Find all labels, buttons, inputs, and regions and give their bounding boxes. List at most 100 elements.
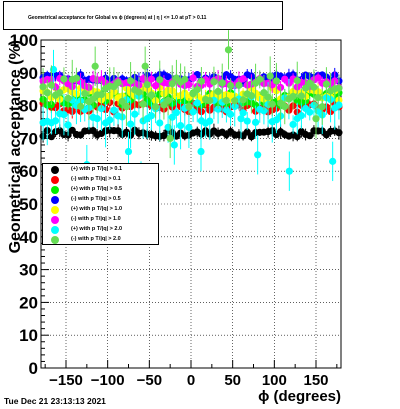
plot-title: Geometrical acceptance for Global vs ϕ (…: [28, 15, 207, 21]
legend-label: (-) with p T/|q| > 2.0: [71, 236, 121, 242]
data-point: [335, 129, 343, 137]
data-point: [60, 110, 68, 119]
data-point: [39, 83, 47, 91]
legend-entry: (-) with p T/|q| > 0.5: [43, 195, 158, 205]
legend-marker: [51, 186, 59, 194]
y-tick-label: 70: [19, 129, 38, 148]
data-point: [335, 84, 343, 92]
data-point: [210, 78, 218, 86]
legend-entry: (+) with p T/|q| > 0.1: [43, 165, 158, 175]
data-point: [185, 80, 193, 89]
data-point: [268, 100, 276, 108]
x-tick-label: 100: [262, 372, 287, 389]
data-point: [214, 87, 222, 96]
data-point: [226, 82, 235, 90]
footer-timestamp: Tue Dec 21 23:13:13 2021: [4, 396, 106, 406]
data-point: [147, 112, 156, 120]
legend-marker: [51, 206, 59, 214]
data-point: [189, 108, 197, 116]
data-point: [147, 91, 156, 99]
legend-label: (-) with p T/|q| > 0.5: [71, 196, 121, 202]
data-point: [135, 88, 143, 96]
data-point: [185, 123, 193, 132]
data-point: [156, 76, 164, 84]
data-point: [51, 117, 60, 125]
legend-entry: (+) with p T/|q| > 0.5: [43, 185, 158, 195]
legend-marker: [51, 176, 59, 184]
data-point: [197, 147, 205, 156]
data-point: [114, 78, 122, 87]
legend-marker: [51, 196, 59, 204]
data-point: [189, 74, 197, 82]
legend-entry: (-) with p T/|q| > 1.0: [43, 215, 158, 225]
data-point: [170, 141, 178, 149]
legend-marker: [51, 226, 59, 234]
data-point: [81, 90, 89, 98]
data-point: [231, 97, 239, 105]
data-point: [301, 84, 310, 92]
data-point: [260, 89, 268, 97]
x-tick-label: 50: [224, 372, 241, 389]
data-point: [322, 80, 331, 88]
data-point: [206, 96, 214, 105]
data-point: [141, 62, 149, 70]
data-point: [64, 121, 72, 129]
data-point: [318, 103, 326, 111]
data-point: [110, 106, 118, 114]
data-point: [76, 102, 85, 110]
data-point: [214, 105, 222, 113]
data-point: [306, 132, 314, 140]
data-point: [243, 117, 251, 125]
data-point: [281, 102, 289, 111]
legend-entry: (+) with p T/|q| > 1.0: [43, 205, 158, 215]
legend-label: (-) with p T/|q| > 1.0: [71, 216, 121, 222]
data-point: [160, 132, 168, 140]
data-point: [193, 85, 201, 94]
data-point: [266, 72, 274, 80]
data-point: [156, 119, 164, 127]
data-point: [254, 151, 262, 159]
legend-label: (+) with p T/|q| > 1.0: [71, 206, 123, 212]
data-point: [197, 77, 206, 85]
data-point: [312, 115, 320, 123]
legend-label: (+) with p T/|q| > 0.1: [71, 166, 123, 172]
data-point: [306, 108, 314, 116]
legend-label: (-) with p T/|q| > 0.1: [71, 176, 121, 182]
data-point: [172, 108, 181, 117]
data-point: [260, 107, 268, 115]
legend-marker: [51, 216, 59, 224]
data-point: [256, 75, 264, 83]
data-point: [285, 167, 293, 175]
data-point: [139, 100, 147, 108]
data-point: [297, 92, 306, 100]
data-point: [97, 104, 106, 113]
data-point: [118, 97, 126, 106]
legend-entry: (+) with p T/|q| > 2.0: [43, 225, 158, 235]
data-point: [335, 101, 343, 109]
data-point: [43, 89, 51, 97]
legend-marker: [51, 236, 59, 244]
data-point: [126, 77, 135, 85]
data-point: [247, 92, 256, 100]
y-axis-label: Geometrical acceptance (%): [7, 40, 24, 253]
data-point: [122, 103, 131, 111]
data-point: [226, 110, 235, 118]
y-tick-label: 100: [10, 31, 38, 50]
data-point: [64, 94, 72, 102]
data-point: [47, 81, 56, 89]
data-point: [272, 77, 281, 85]
data-point: [206, 117, 214, 125]
y-tick-label: 20: [19, 293, 38, 312]
data-point: [243, 128, 251, 136]
data-point: [224, 46, 233, 54]
data-point: [166, 134, 174, 142]
data-point: [106, 116, 114, 124]
legend-label: (+) with p T/|q| > 0.5: [71, 186, 123, 192]
data-point: [91, 62, 99, 70]
legend: (+) with p T/|q| > 0.1 (-) with p T/|q| >…: [42, 163, 159, 245]
x-tick-label: −100: [91, 372, 125, 389]
legend-entry: (-) with p T/|q| > 0.1: [43, 175, 158, 185]
data-point: [93, 115, 101, 123]
data-point: [222, 96, 231, 105]
data-point: [147, 75, 156, 83]
